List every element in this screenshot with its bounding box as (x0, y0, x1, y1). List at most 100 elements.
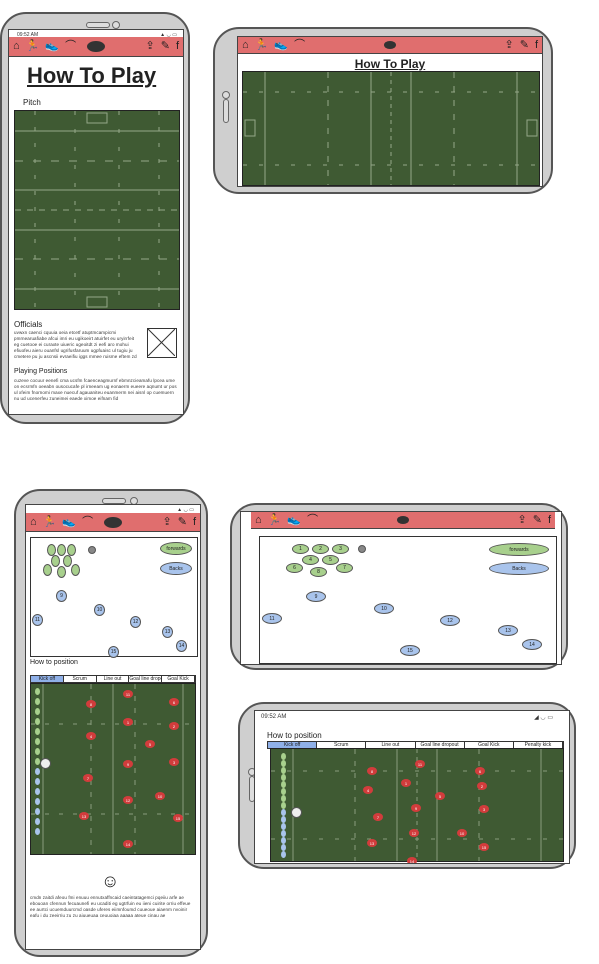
opponent-player[interactable]: 15 (479, 843, 489, 851)
forward-marker[interactable] (281, 774, 286, 781)
upload-icon[interactable]: ⇪ (517, 513, 527, 526)
upload-icon[interactable]: ⇪ (162, 515, 172, 528)
back-marker[interactable] (35, 778, 40, 785)
forward-player[interactable] (43, 564, 52, 576)
opponent-player[interactable]: 6 (475, 767, 485, 775)
opponent-player[interactable]: 8 (367, 767, 377, 775)
tab-scrum[interactable]: Scrum (64, 676, 97, 682)
runner-icon[interactable]: 🏃 (25, 40, 40, 52)
forward-marker[interactable] (281, 767, 286, 774)
runner-icon[interactable]: 🏃 (267, 513, 282, 526)
opponent-player[interactable]: 10 (457, 829, 467, 837)
home-icon[interactable]: ⌂ (30, 515, 37, 528)
opponent-player[interactable]: 6 (169, 698, 179, 706)
tab-goal-line-dropout[interactable]: Goal line dropout (129, 676, 163, 682)
forward-marker[interactable] (35, 728, 40, 735)
tab-kick-off[interactable]: Kick off (268, 742, 318, 748)
back-marker[interactable] (35, 768, 40, 775)
forward-player[interactable]: 2 (312, 544, 329, 554)
tab-goal-kick[interactable]: Goal Kick (465, 742, 514, 748)
hanger-icon[interactable]: ⌒ (307, 513, 319, 526)
opponent-player[interactable]: 13 (79, 812, 89, 820)
opponent-player[interactable]: 1 (123, 718, 133, 726)
opponent-player[interactable]: 9 (411, 804, 421, 812)
backs-legend[interactable]: Backs (489, 562, 549, 575)
back-player[interactable]: 13 (498, 625, 518, 636)
forward-player[interactable] (51, 555, 60, 567)
forward-player[interactable] (67, 544, 76, 556)
back-player[interactable]: 14 (176, 640, 187, 652)
ball-marker[interactable] (40, 758, 51, 769)
back-player[interactable]: 11 (32, 614, 43, 626)
opponent-player[interactable]: 11 (415, 760, 425, 768)
forward-marker[interactable] (281, 788, 286, 795)
back-player[interactable]: 10 (374, 603, 394, 614)
back-player[interactable]: 11 (262, 613, 282, 624)
forward-player[interactable] (47, 544, 56, 556)
opponent-player[interactable]: 4 (363, 786, 373, 794)
rugby-ball-icon[interactable] (104, 516, 122, 528)
back-player[interactable]: 14 (522, 639, 542, 650)
forward-marker[interactable] (281, 760, 286, 767)
back-player[interactable]: 15 (108, 646, 119, 658)
opponent-player[interactable]: 13 (367, 839, 377, 847)
back-player[interactable]: 15 (400, 645, 420, 656)
boot-icon[interactable]: 👟 (45, 40, 60, 52)
opponent-player[interactable]: 1 (401, 779, 411, 787)
rugby-ball-icon[interactable] (397, 516, 409, 524)
back-marker[interactable] (281, 809, 286, 816)
back-marker[interactable] (281, 816, 286, 823)
back-marker[interactable] (35, 798, 40, 805)
opponent-player[interactable]: 3 (479, 805, 489, 813)
back-marker[interactable] (281, 837, 286, 844)
tab-goal-kick[interactable]: Goal Kick (162, 676, 195, 682)
home-icon[interactable]: ⌂ (255, 513, 262, 526)
back-player[interactable]: 9 (56, 590, 67, 602)
upload-icon[interactable]: ⇪ (145, 40, 155, 52)
forward-marker[interactable] (281, 802, 286, 809)
forward-player[interactable]: 1 (292, 544, 309, 554)
home-icon[interactable]: ⌂ (242, 38, 249, 51)
opponent-player[interactable]: 14 (123, 840, 133, 848)
hanger-icon[interactable]: ⌒ (65, 40, 77, 52)
edit-icon[interactable]: ✎ (160, 40, 170, 52)
forward-player[interactable]: 3 (332, 544, 349, 554)
opponent-player[interactable]: 7 (373, 813, 383, 821)
boot-icon[interactable]: 👟 (287, 513, 302, 526)
back-player[interactable]: 9 (306, 591, 326, 602)
tab-goal-line-dropout[interactable]: Goal line dropout (416, 742, 465, 748)
rugby-ball-icon[interactable] (87, 41, 105, 52)
forward-marker[interactable] (281, 795, 286, 802)
opponent-player[interactable]: 4 (86, 732, 96, 740)
forward-marker[interactable] (281, 781, 286, 788)
facebook-icon[interactable]: f (175, 40, 179, 52)
back-marker[interactable] (281, 823, 286, 830)
home-icon[interactable]: ⌂ (13, 40, 20, 52)
forward-marker[interactable] (35, 758, 40, 765)
runner-icon[interactable]: 🏃 (254, 38, 269, 51)
back-marker[interactable] (35, 828, 40, 835)
opponent-player[interactable]: 14 (407, 857, 417, 863)
back-player[interactable]: 12 (130, 616, 141, 628)
forward-player[interactable] (71, 564, 80, 576)
back-marker[interactable] (35, 788, 40, 795)
facebook-icon[interactable]: f (192, 515, 196, 528)
tab-scrum[interactable]: Scrum (317, 742, 367, 748)
hanger-icon[interactable]: ⌒ (294, 38, 306, 51)
edit-icon[interactable]: ✎ (532, 513, 542, 526)
runner-icon[interactable]: 🏃 (42, 515, 57, 528)
forward-player[interactable] (57, 566, 66, 578)
back-marker[interactable] (35, 808, 40, 815)
forward-marker[interactable] (35, 718, 40, 725)
opponent-player[interactable]: 5 (145, 740, 155, 748)
opponent-player[interactable]: 2 (169, 722, 179, 730)
boot-icon[interactable]: 👟 (62, 515, 77, 528)
back-player[interactable]: 13 (162, 626, 173, 638)
forward-player[interactable] (63, 555, 72, 567)
opponent-player[interactable]: 7 (83, 774, 93, 782)
ball-marker[interactable] (291, 807, 302, 818)
opponent-player[interactable]: 10 (155, 792, 165, 800)
tab-line-out[interactable]: Line out (97, 676, 130, 682)
forward-marker[interactable] (35, 698, 40, 705)
forward-marker[interactable] (35, 688, 40, 695)
